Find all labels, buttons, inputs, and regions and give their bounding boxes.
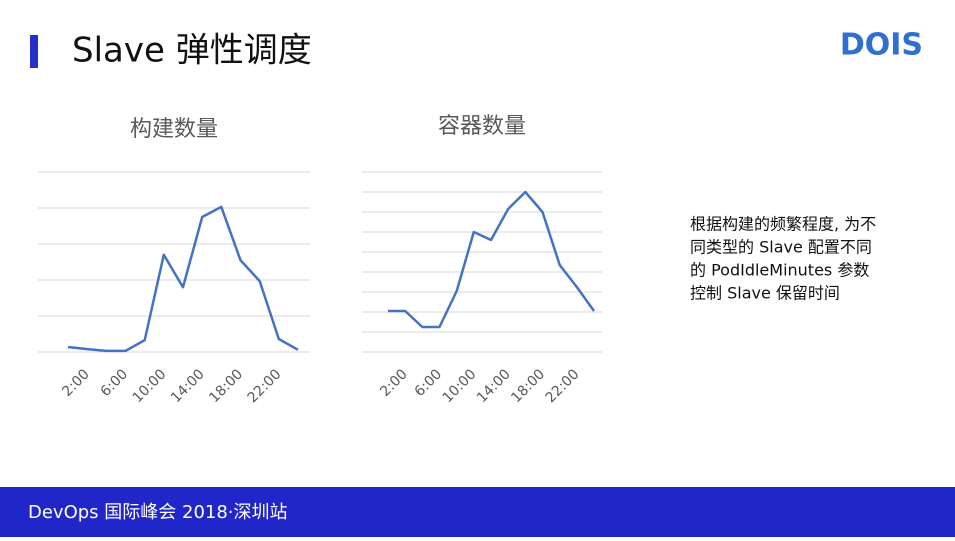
note: 根据构建的频繁程度, 为不 同类型的 Slave 配置不同 的 PodIdleM… <box>690 215 876 303</box>
logo: DOIS <box>840 28 923 63</box>
data-line <box>388 190 596 329</box>
data-line <box>67 205 299 353</box>
slide-title: Slave 弹性调度 <box>72 31 312 71</box>
title-bar <box>30 35 38 68</box>
x-tick-label: 2:00 <box>59 366 93 400</box>
x-tick-label: 10:00 <box>130 366 170 406</box>
note-line: 根据构建的频繁程度, 为不 <box>690 215 876 234</box>
x-tick-label: 22:00 <box>543 366 583 406</box>
x-tick-label: 10:00 <box>440 366 480 406</box>
x-tick-label: 2:00 <box>377 366 411 400</box>
x-tick-label: 22:00 <box>245 366 285 406</box>
x-tick-label: 18:00 <box>508 366 548 406</box>
footer-text: DevOps 国际峰会 2018·深圳站 <box>28 502 288 523</box>
footer-bar <box>0 487 955 537</box>
note-line: 的 PodIdleMinutes 参数 <box>690 261 869 280</box>
x-tick-label: 18:00 <box>206 366 246 406</box>
x-tick-label: 6:00 <box>98 366 132 400</box>
x-tick-label: 14:00 <box>168 366 208 406</box>
chart-title: 构建数量 <box>130 117 218 142</box>
note-line: 控制 Slave 保留时间 <box>690 284 840 303</box>
x-tick-label: 14:00 <box>474 366 514 406</box>
note-line: 同类型的 Slave 配置不同 <box>690 238 872 257</box>
chart-title: 容器数量 <box>438 114 526 139</box>
